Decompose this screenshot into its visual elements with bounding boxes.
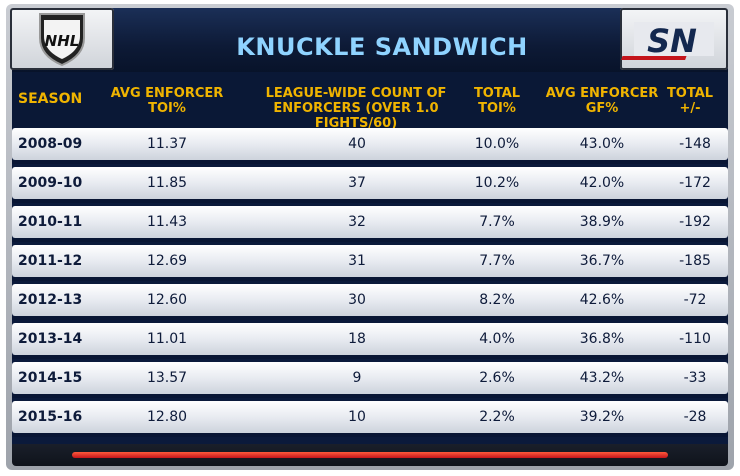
cell-total-toi: 2.6% (479, 370, 515, 386)
cell-enforcer-count: 40 (348, 136, 366, 152)
footer-bar (12, 444, 728, 466)
table-row: 2013-14 11.01 18 4.0% 36.8% -110 (12, 323, 728, 359)
cell-season: 2011-12 (18, 253, 83, 269)
cell-total-plus-minus: -185 (679, 253, 711, 269)
cell-season: 2015-16 (18, 409, 83, 425)
cell-avg-enforcer-gf: 36.7% (579, 253, 625, 269)
cell-avg-enforcer-toi: 11.01 (146, 331, 188, 347)
header-season: SEASON (18, 91, 83, 107)
cell-total-toi: 4.0% (479, 331, 515, 347)
cell-season: 2013-14 (18, 331, 83, 347)
table-row: 2012-13 12.60 30 8.2% 42.6% -72 (12, 284, 728, 320)
sn-logo: SN (620, 8, 728, 70)
cell-enforcer-count: 32 (348, 214, 366, 230)
cell-avg-enforcer-gf: 43.2% (579, 370, 625, 386)
cell-avg-enforcer-toi: 12.69 (146, 253, 188, 269)
cell-enforcer-count: 10 (348, 409, 366, 425)
table-row: 2014-15 13.57 9 2.6% 43.2% -33 (12, 362, 728, 398)
header-enforcer-count: LEAGUE-WIDE COUNT OF ENFORCERS (OVER 1.0… (265, 86, 447, 131)
table-row: 2010-11 11.43 32 7.7% 38.9% -192 (12, 206, 728, 242)
cell-enforcer-count: 30 (348, 292, 366, 308)
cell-avg-enforcer-toi: 13.57 (146, 370, 188, 386)
cell-total-plus-minus: -192 (679, 214, 711, 230)
cell-season: 2014-15 (18, 370, 83, 386)
sn-logo-text: SN (647, 22, 697, 60)
cell-season: 2009-10 (18, 175, 83, 191)
cell-avg-enforcer-gf: 42.6% (579, 292, 625, 308)
cell-avg-enforcer-toi: 11.85 (146, 175, 188, 191)
cell-enforcer-count: 18 (348, 331, 366, 347)
cell-avg-enforcer-gf: 36.8% (579, 331, 625, 347)
cell-season: 2012-13 (18, 292, 83, 308)
sn-logo-icon: SN (621, 22, 714, 60)
cell-total-toi: 7.7% (479, 253, 515, 269)
cell-enforcer-count: 37 (348, 175, 366, 191)
title-bar: KNUCKLE SANDWICH (12, 8, 728, 72)
cell-total-toi: 10.0% (474, 136, 520, 152)
cell-total-plus-minus: -28 (683, 409, 707, 425)
cell-total-toi: 2.2% (479, 409, 515, 425)
header-avg-enforcer-toi: AVG ENFORCER TOI% (110, 86, 224, 116)
cell-avg-enforcer-toi: 12.80 (146, 409, 188, 425)
header-avg-enforcer-gf: AVG ENFORCER GF% (545, 86, 659, 116)
cell-avg-enforcer-gf: 43.0% (579, 136, 625, 152)
cell-total-plus-minus: -172 (679, 175, 711, 191)
cell-avg-enforcer-gf: 39.2% (579, 409, 625, 425)
cell-season: 2010-11 (18, 214, 83, 230)
cell-total-toi: 8.2% (479, 292, 515, 308)
stats-table: SEASON AVG ENFORCER TOI% LEAGUE-WIDE COU… (12, 72, 728, 444)
cell-total-toi: 10.2% (474, 175, 520, 191)
cell-total-plus-minus: -110 (679, 331, 711, 347)
nhl-logo-text: NHL (45, 32, 80, 50)
nhl-shield-icon: NHL (39, 13, 85, 67)
accent-bar (72, 452, 668, 458)
cell-total-toi: 7.7% (479, 214, 515, 230)
table-header: SEASON AVG ENFORCER TOI% LEAGUE-WIDE COU… (12, 72, 728, 131)
cell-total-plus-minus: -148 (679, 136, 711, 152)
header-total-plus-minus: TOTAL +/- (666, 86, 714, 116)
page-title: KNUCKLE SANDWICH (236, 33, 528, 61)
table-row: 2015-16 12.80 10 2.2% 39.2% -28 (12, 401, 728, 437)
table-row: 2008-09 11.37 40 10.0% 43.0% -148 (12, 128, 728, 164)
cell-enforcer-count: 9 (352, 370, 362, 386)
header-total-toi: TOTAL TOI% (473, 86, 521, 116)
cell-total-plus-minus: -72 (683, 292, 707, 308)
cell-avg-enforcer-gf: 42.0% (579, 175, 625, 191)
cell-avg-enforcer-toi: 12.60 (146, 292, 188, 308)
table-row: 2009-10 11.85 37 10.2% 42.0% -172 (12, 167, 728, 203)
cell-avg-enforcer-toi: 11.37 (146, 136, 188, 152)
cell-avg-enforcer-toi: 11.43 (146, 214, 188, 230)
table-row: 2011-12 12.69 31 7.7% 36.7% -185 (12, 245, 728, 281)
cell-avg-enforcer-gf: 38.9% (579, 214, 625, 230)
cell-enforcer-count: 31 (348, 253, 366, 269)
cell-total-plus-minus: -33 (683, 370, 707, 386)
nhl-logo: NHL (10, 8, 114, 70)
cell-season: 2008-09 (18, 136, 83, 152)
